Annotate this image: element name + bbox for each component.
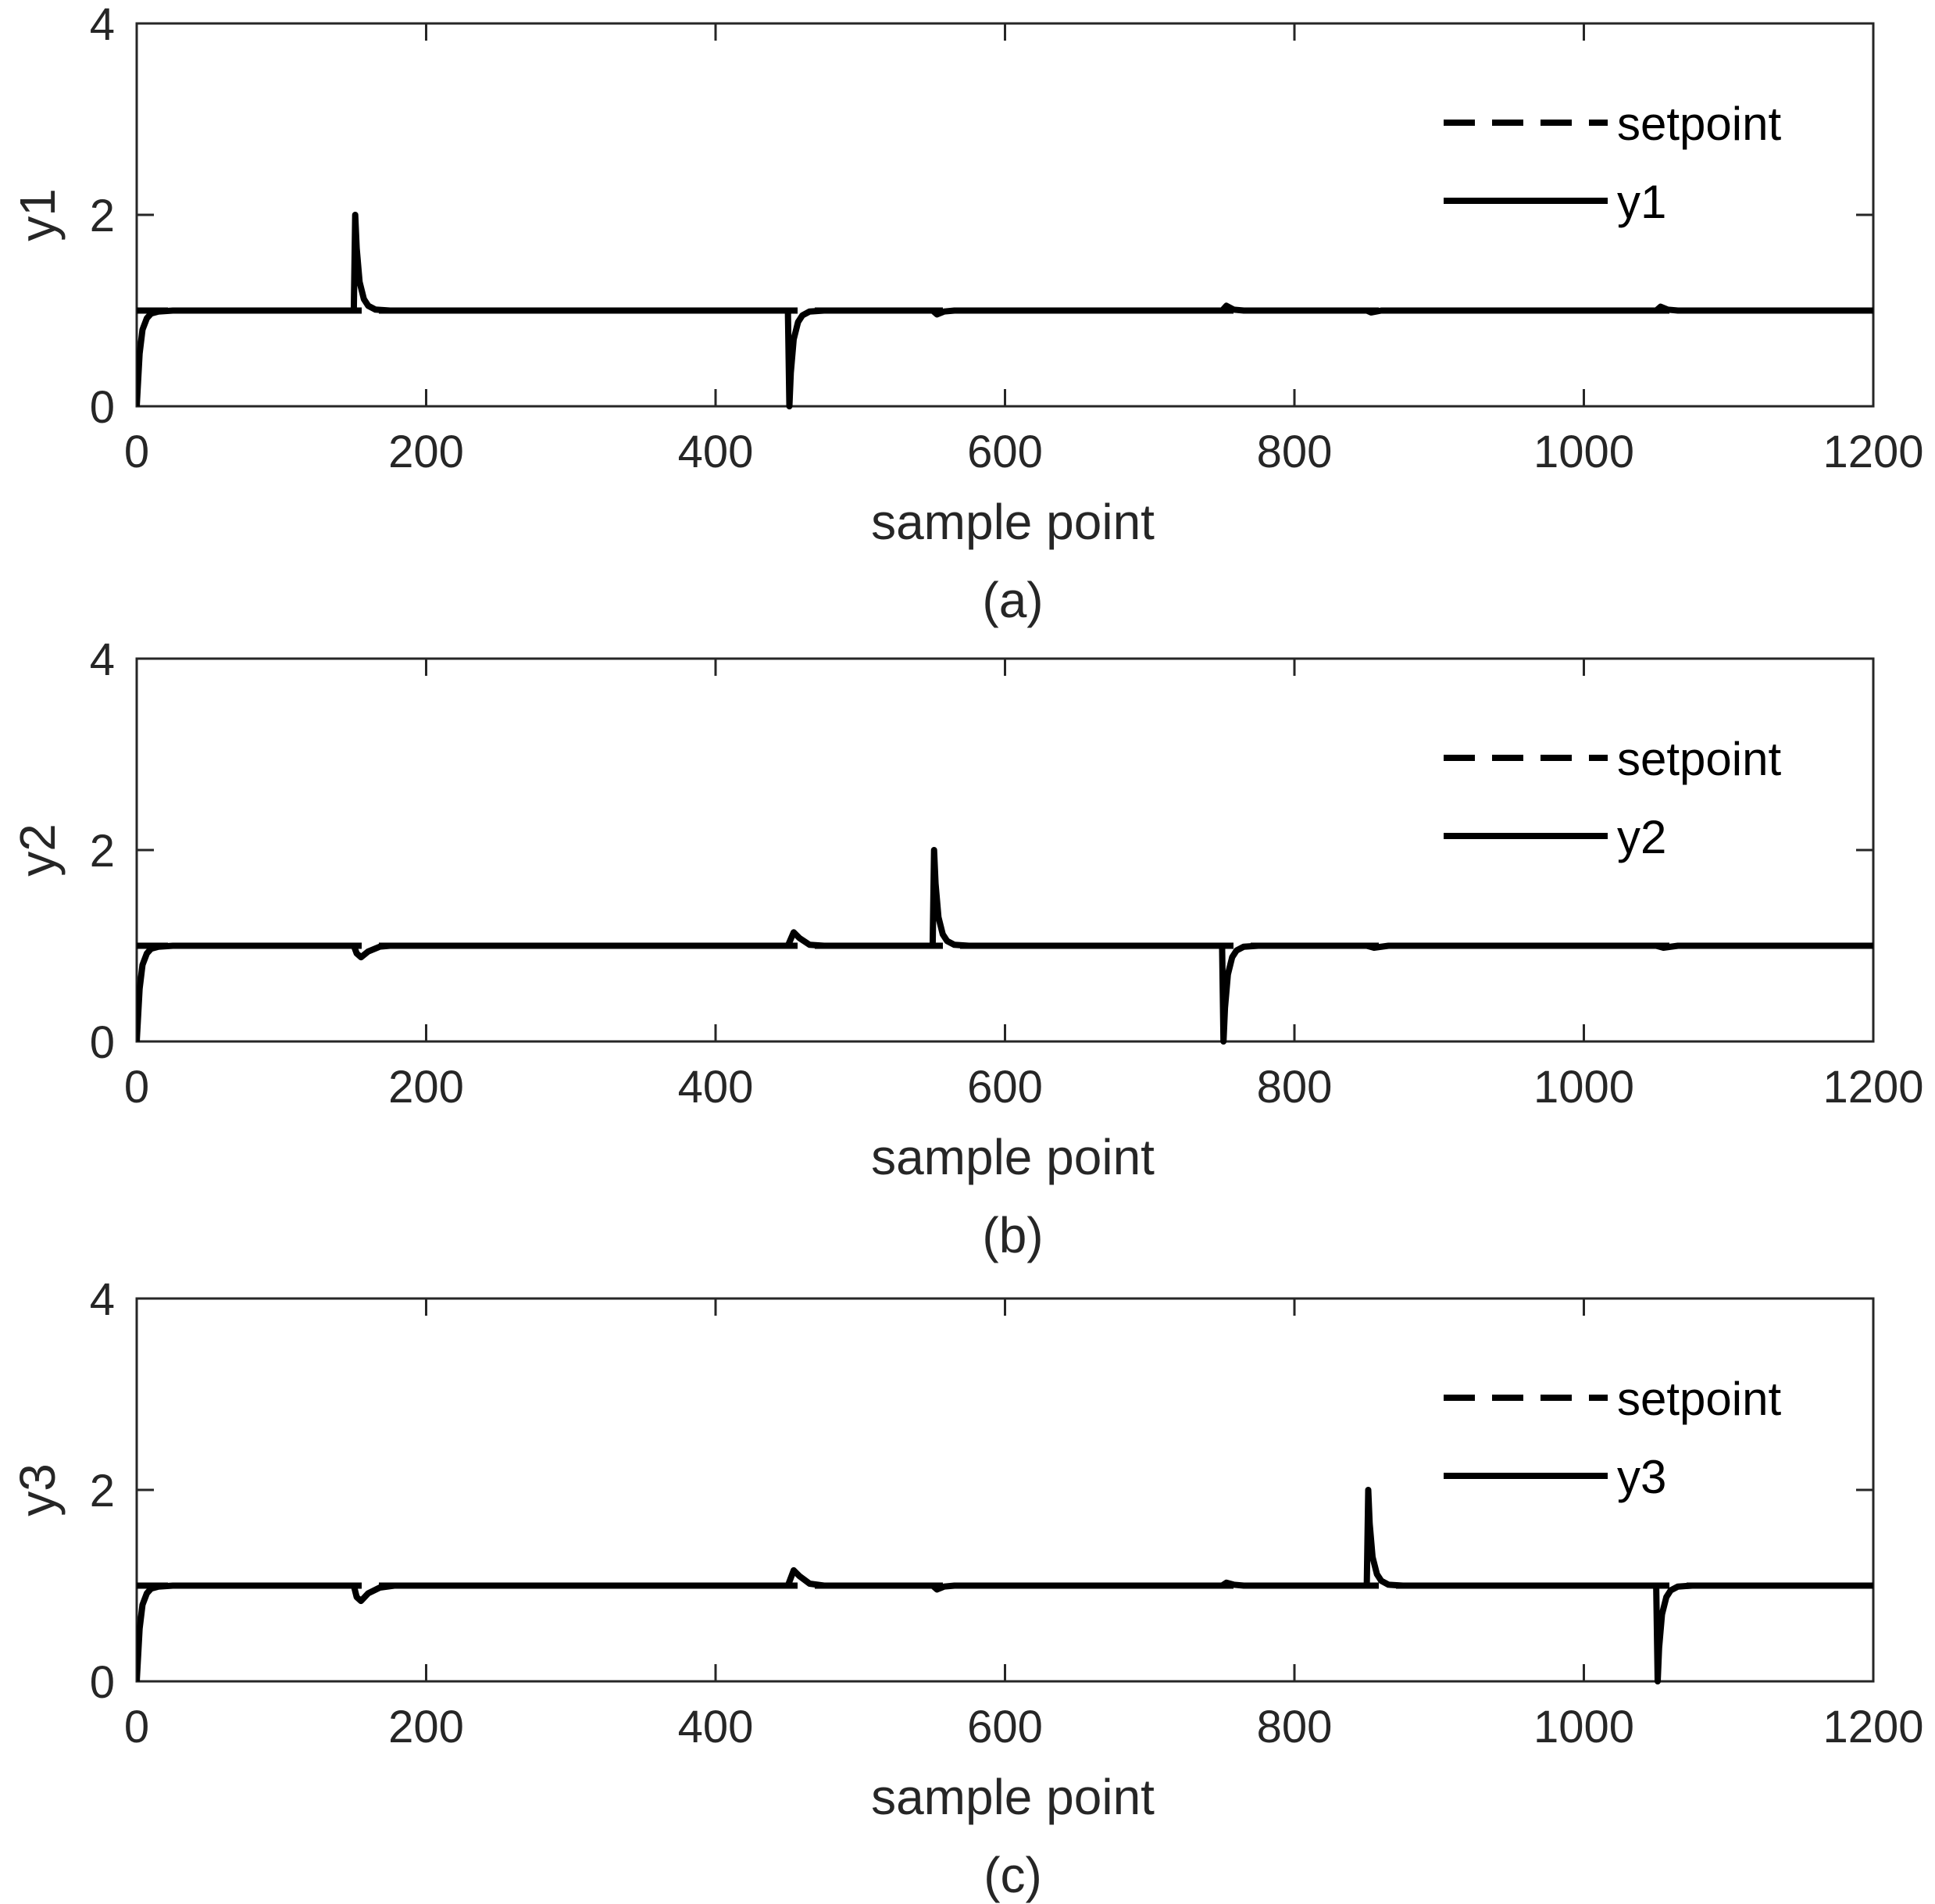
- y-tick-label: 0: [90, 382, 115, 433]
- x-tick-label: 1200: [1823, 427, 1923, 477]
- x-tick-label: 1000: [1533, 427, 1634, 477]
- x-tick-label: 1000: [1533, 1702, 1634, 1752]
- x-axis-label: sample point: [871, 1769, 1155, 1825]
- y-tick-label: 0: [90, 1657, 115, 1708]
- y-tick-label: 4: [90, 634, 115, 685]
- x-tick-label: 400: [678, 1062, 754, 1113]
- y-axis-label: y1: [9, 188, 66, 241]
- x-tick-label: 400: [678, 427, 754, 477]
- chart-panel-3: 0 200 400 600 800 1000 1200 0 2 4 sample point y3 (c…: [9, 1274, 1924, 1903]
- panel-caption: (b): [982, 1207, 1043, 1263]
- y-tick-label: 2: [90, 826, 115, 877]
- legend-label: setpoint: [1617, 1373, 1781, 1425]
- panel-caption: (a): [982, 572, 1043, 628]
- x-tick-label: 600: [967, 1062, 1043, 1113]
- y-axis-label: y2: [9, 823, 66, 877]
- panel-caption: (c): [984, 1847, 1042, 1903]
- x-tick-label: 800: [1257, 427, 1333, 477]
- x-axis-label: sample point: [871, 1129, 1155, 1185]
- y-tick-label: 4: [90, 1274, 115, 1325]
- plot-area: [135, 22, 1875, 408]
- y-tick-label: 0: [90, 1017, 115, 1068]
- y-tick-label: 2: [90, 1466, 115, 1516]
- y-tick-label: 2: [90, 191, 115, 241]
- plot-area: [135, 1297, 1875, 1683]
- x-tick-label: 1000: [1533, 1062, 1634, 1113]
- x-tick-label: 800: [1257, 1062, 1333, 1113]
- x-tick-label: 600: [967, 427, 1043, 477]
- chart-panel-1: 0 200 400 600 800 1000 1200 0 2 4 sample point y1 (a…: [9, 0, 1924, 628]
- plot-area: [135, 657, 1875, 1043]
- legend-label: y2: [1617, 811, 1666, 863]
- x-tick-label: 0: [124, 1062, 149, 1113]
- x-tick-label: 200: [388, 1062, 464, 1113]
- x-tick-label: 200: [388, 1702, 464, 1752]
- x-tick-label: 200: [388, 427, 464, 477]
- x-tick-label: 1200: [1823, 1702, 1923, 1752]
- y-tick-label: 4: [90, 0, 115, 50]
- x-tick-label: 1200: [1823, 1062, 1923, 1113]
- legend-label: setpoint: [1617, 98, 1781, 150]
- legend-label: setpoint: [1617, 733, 1781, 785]
- x-tick-label: 0: [124, 1702, 149, 1752]
- legend-label: y3: [1617, 1451, 1666, 1503]
- x-tick-label: 0: [124, 427, 149, 477]
- x-axis-label: sample point: [871, 494, 1155, 550]
- chart-panel-2: 0 200 400 600 800 1000 1200 0 2 4 sample point y2 (b…: [9, 634, 1924, 1263]
- y-axis-label: y3: [9, 1463, 66, 1516]
- x-tick-label: 400: [678, 1702, 754, 1752]
- x-tick-label: 600: [967, 1702, 1043, 1752]
- legend-label: y1: [1617, 176, 1666, 228]
- x-tick-label: 800: [1257, 1702, 1333, 1752]
